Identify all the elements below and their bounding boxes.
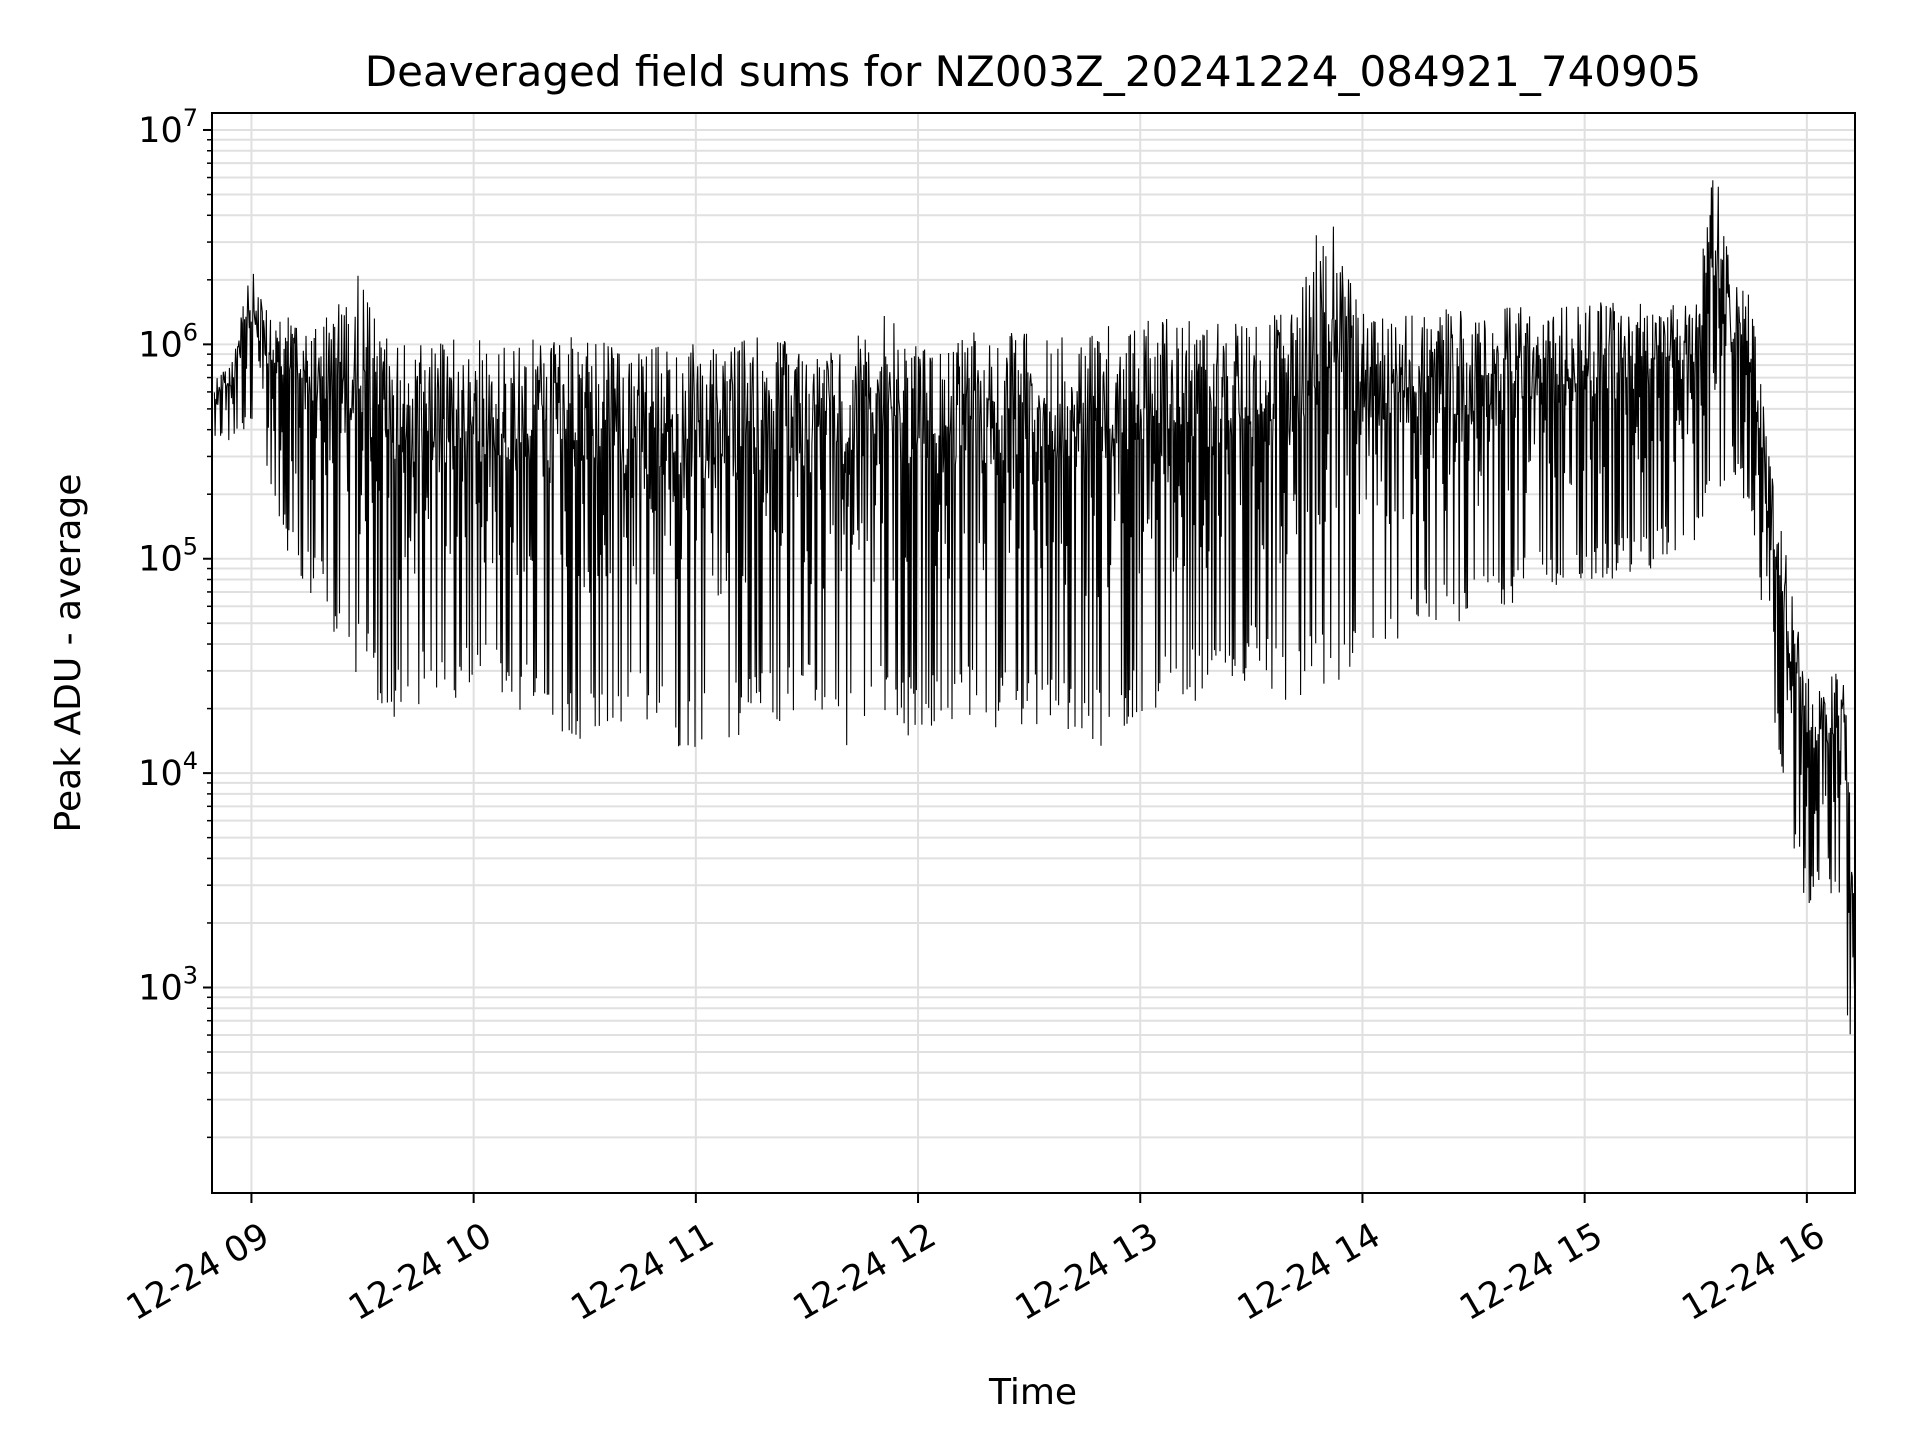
plot-frame	[211, 112, 1856, 1194]
y-axis-label: Peak ADU - average	[48, 474, 89, 833]
y-tick-label: 105	[138, 533, 198, 580]
y-tick-label: 104	[138, 747, 198, 794]
x-axis-label: Time	[988, 1372, 1077, 1413]
y-tick-label: 107	[138, 104, 198, 151]
y-tick-label: 106	[138, 318, 198, 365]
y-tick-label: 103	[138, 961, 198, 1008]
series-line	[213, 180, 1856, 1035]
grid-layer	[212, 113, 1855, 1193]
chart-title: Deaveraged field sums for NZ003Z_2024122…	[365, 47, 1701, 96]
